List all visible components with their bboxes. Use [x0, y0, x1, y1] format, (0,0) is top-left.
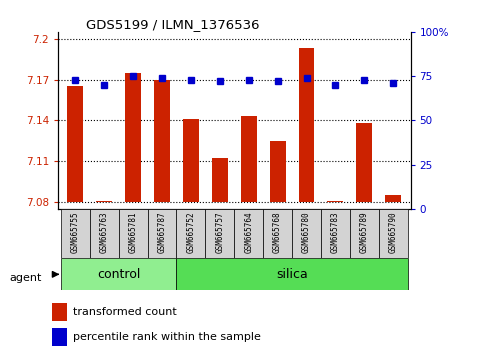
Text: GSM665763: GSM665763	[99, 212, 109, 253]
Bar	[96, 201, 112, 202]
Bar	[356, 123, 372, 202]
Bar	[379, 209, 408, 258]
Bar	[61, 258, 176, 290]
Text: percentile rank within the sample: percentile rank within the sample	[73, 332, 261, 342]
Text: silica: silica	[276, 268, 308, 281]
Bar	[53, 303, 67, 321]
Bar	[298, 48, 314, 202]
Bar	[125, 73, 141, 202]
Text: GSM665757: GSM665757	[215, 212, 224, 253]
Text: GSM665764: GSM665764	[244, 212, 253, 253]
Bar	[292, 209, 321, 258]
Bar	[205, 209, 234, 258]
Bar	[176, 209, 205, 258]
Text: GDS5199 / ILMN_1376536: GDS5199 / ILMN_1376536	[86, 18, 260, 31]
Bar	[183, 119, 199, 202]
Text: GSM665787: GSM665787	[157, 212, 167, 253]
Bar	[385, 195, 401, 202]
Bar	[234, 209, 263, 258]
Text: transformed count: transformed count	[73, 307, 177, 317]
Text: GSM665790: GSM665790	[389, 212, 398, 253]
Bar	[90, 209, 119, 258]
Bar	[67, 86, 83, 202]
Text: GSM665755: GSM665755	[71, 212, 80, 253]
Text: GSM665780: GSM665780	[302, 212, 311, 253]
Bar	[350, 209, 379, 258]
Text: GSM665781: GSM665781	[128, 212, 138, 253]
Bar	[61, 209, 90, 258]
Bar	[212, 159, 228, 202]
Text: agent: agent	[10, 273, 42, 283]
Text: control: control	[97, 268, 141, 281]
Bar	[241, 116, 256, 202]
Bar	[154, 80, 170, 202]
Bar	[327, 201, 343, 202]
Bar	[270, 141, 285, 202]
Text: GSM665789: GSM665789	[360, 212, 369, 253]
Bar	[147, 209, 176, 258]
Bar	[321, 209, 350, 258]
Bar	[53, 328, 67, 346]
Text: GSM665783: GSM665783	[331, 212, 340, 253]
Text: GSM665752: GSM665752	[186, 212, 196, 253]
Bar	[176, 258, 408, 290]
Text: GSM665768: GSM665768	[273, 212, 282, 253]
Bar	[119, 209, 147, 258]
Bar	[263, 209, 292, 258]
